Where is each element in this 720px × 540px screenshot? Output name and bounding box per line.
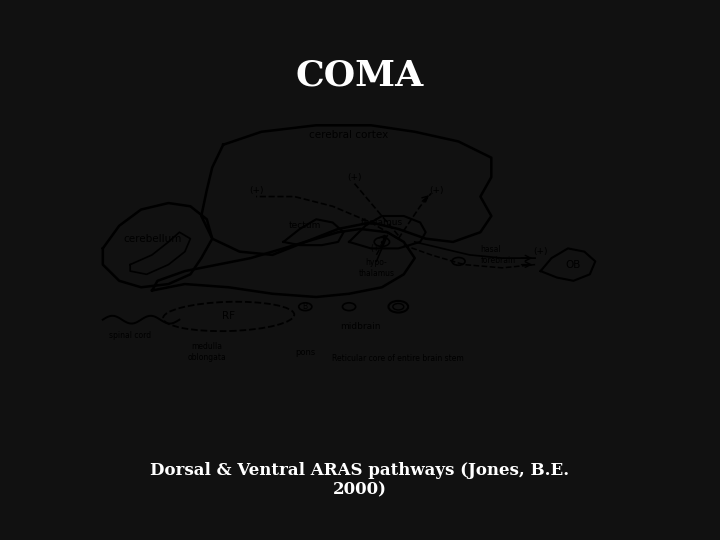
Text: B: B bbox=[302, 302, 308, 311]
Text: (+): (+) bbox=[347, 173, 361, 181]
Text: RF: RF bbox=[222, 312, 235, 321]
Text: (+): (+) bbox=[429, 186, 444, 194]
Text: cerebral cortex: cerebral cortex bbox=[310, 130, 389, 140]
Text: (+): (+) bbox=[534, 247, 548, 256]
Text: cerebellum: cerebellum bbox=[123, 234, 181, 244]
Text: hypo-
thalamus: hypo- thalamus bbox=[359, 258, 395, 278]
Text: Reticular core of entire brain stem: Reticular core of entire brain stem bbox=[333, 354, 464, 363]
Text: (+): (+) bbox=[249, 186, 264, 194]
Text: medulla
oblongata: medulla oblongata bbox=[187, 342, 226, 362]
Text: hasal
forebrain: hasal forebrain bbox=[480, 245, 516, 265]
Text: Dorsal & Ventral ARAS pathways (Jones, B.E.
2000): Dorsal & Ventral ARAS pathways (Jones, B… bbox=[150, 462, 570, 498]
Text: spinal cord: spinal cord bbox=[109, 332, 151, 340]
Text: pons: pons bbox=[295, 348, 315, 356]
Text: OB: OB bbox=[566, 260, 581, 269]
Text: (+): (+) bbox=[370, 244, 382, 253]
Text: COMA: COMA bbox=[296, 59, 424, 92]
Text: thalamus: thalamus bbox=[361, 218, 403, 227]
Text: tectum: tectum bbox=[289, 221, 321, 230]
Text: midbrain: midbrain bbox=[340, 322, 380, 330]
